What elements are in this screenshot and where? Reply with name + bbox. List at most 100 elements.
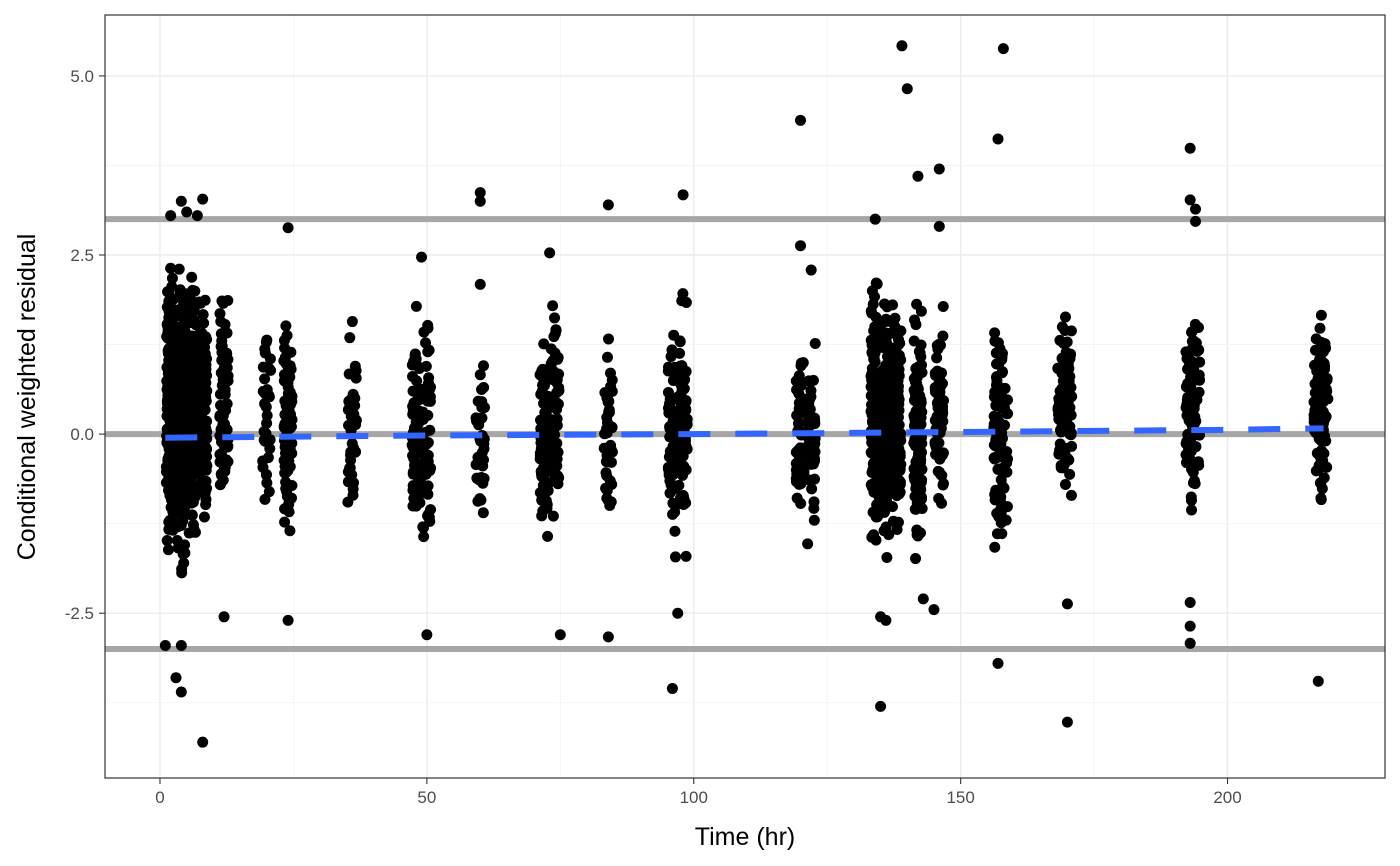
data-point	[999, 419, 1011, 431]
data-point	[345, 421, 357, 433]
data-point	[908, 314, 920, 326]
data-point	[195, 390, 207, 402]
data-point	[1186, 326, 1198, 338]
data-point	[604, 499, 616, 511]
data-point	[163, 295, 175, 307]
data-point	[165, 210, 177, 222]
data-point	[868, 291, 880, 303]
data-point	[409, 349, 421, 361]
data-point	[418, 486, 430, 498]
data-point	[896, 40, 908, 52]
data-point	[410, 500, 422, 512]
data-point	[890, 435, 902, 447]
data-point	[1186, 335, 1198, 347]
data-point	[197, 193, 209, 205]
data-point	[802, 474, 814, 486]
data-point	[666, 682, 678, 694]
data-point	[1314, 322, 1326, 334]
data-point	[890, 342, 902, 354]
data-point	[549, 312, 561, 324]
data-point	[878, 459, 890, 471]
data-point	[997, 366, 1009, 378]
data-point	[422, 346, 434, 358]
data-point	[995, 497, 1007, 509]
data-point	[931, 352, 943, 364]
data-point	[932, 465, 944, 477]
data-point	[411, 375, 423, 387]
data-point	[215, 340, 227, 352]
data-point	[218, 611, 230, 623]
data-point	[280, 476, 292, 488]
data-point	[540, 481, 552, 493]
data-point	[605, 439, 617, 451]
data-point	[420, 468, 432, 480]
data-point	[677, 189, 689, 201]
data-points	[159, 40, 1334, 748]
data-point	[554, 629, 566, 641]
data-point	[889, 412, 901, 424]
data-point	[418, 448, 430, 460]
data-point	[183, 493, 195, 505]
data-point	[1312, 675, 1324, 687]
y-tick-label: 2.5	[70, 246, 94, 265]
data-point	[198, 511, 210, 523]
data-point	[931, 339, 943, 351]
data-point	[1315, 309, 1327, 321]
data-point	[547, 510, 559, 522]
data-point	[600, 467, 612, 479]
data-point	[933, 163, 945, 175]
data-point	[914, 363, 926, 375]
data-point	[1186, 504, 1198, 516]
data-point	[1065, 489, 1077, 501]
data-point	[263, 486, 275, 498]
data-point	[989, 327, 1001, 339]
data-point	[421, 629, 433, 641]
data-point	[601, 351, 613, 363]
data-point	[173, 263, 185, 275]
data-point	[912, 170, 924, 182]
data-point	[283, 455, 295, 467]
data-point	[806, 483, 818, 495]
data-point	[877, 391, 889, 403]
y-axis-title: Conditional weighted residual	[13, 234, 41, 561]
data-point	[1188, 403, 1200, 415]
data-point	[995, 402, 1007, 414]
data-point	[284, 371, 296, 383]
data-point	[937, 300, 949, 312]
data-point	[1063, 375, 1075, 387]
data-point	[1061, 336, 1073, 348]
data-point	[217, 410, 229, 422]
data-point	[279, 342, 291, 354]
data-point	[1060, 386, 1072, 398]
data-point	[1184, 142, 1196, 154]
data-point	[541, 502, 553, 514]
data-point	[878, 365, 890, 377]
data-point	[910, 405, 922, 417]
data-point	[887, 403, 899, 415]
data-point	[342, 466, 354, 478]
data-point	[893, 334, 905, 346]
data-point	[672, 607, 684, 619]
data-point	[1064, 468, 1076, 480]
data-point	[222, 375, 234, 387]
data-point	[181, 206, 193, 218]
data-point	[175, 508, 187, 520]
data-point	[282, 614, 294, 626]
data-point	[162, 380, 174, 392]
data-point	[912, 530, 924, 542]
data-point	[280, 358, 292, 370]
data-point	[996, 463, 1008, 475]
data-point	[802, 538, 814, 550]
data-point	[1061, 598, 1073, 610]
data-point	[183, 468, 195, 480]
data-point	[938, 395, 950, 407]
data-point	[264, 353, 276, 365]
data-point	[1317, 396, 1329, 408]
data-point	[790, 473, 802, 485]
data-point	[1314, 353, 1326, 365]
data-point	[1190, 203, 1202, 215]
data-point	[166, 272, 178, 284]
data-point	[602, 631, 614, 643]
y-tick-label: 0.0	[70, 425, 94, 444]
